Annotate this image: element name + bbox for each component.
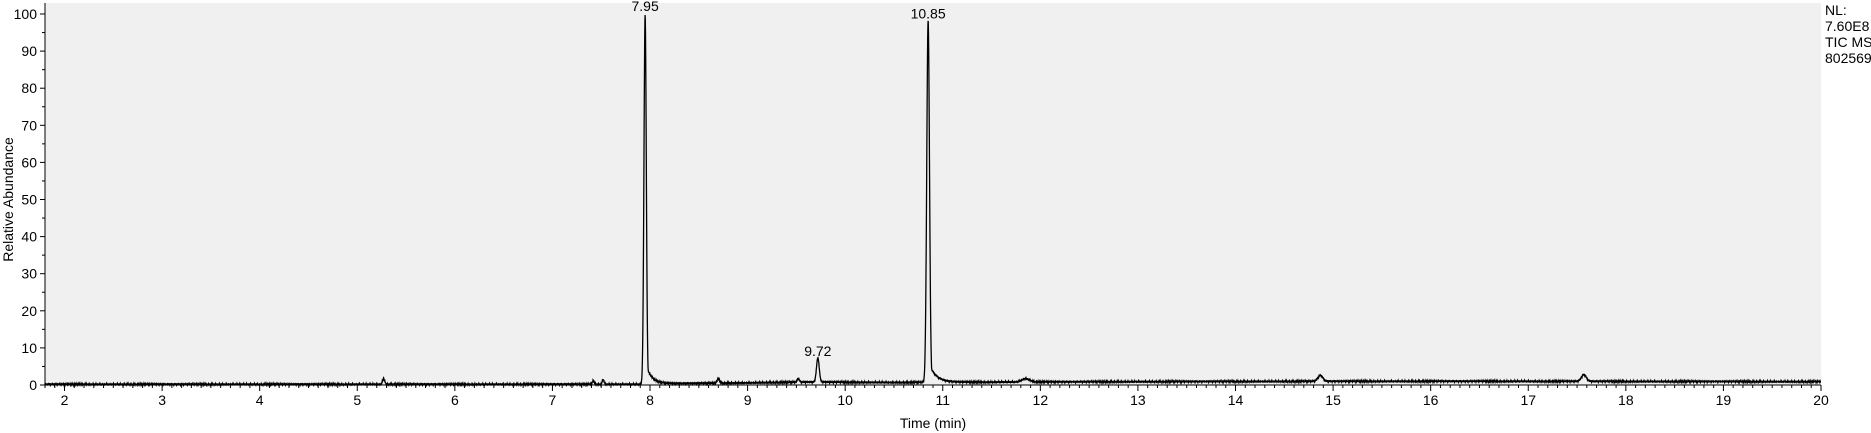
x-tick-label: 16 [1423, 392, 1439, 408]
x-axis-ticks: 2 3 4 5 6 7 8 9 10 11 12 13 14 15 16 17 18 19 20 [44, 385, 1829, 408]
x-tick-label: 2 [61, 392, 69, 408]
x-tick-label: 20 [1813, 392, 1829, 408]
x-tick-label: 15 [1325, 392, 1341, 408]
y-tick-label: 40 [21, 229, 37, 245]
tic-trace [44, 14, 1822, 388]
x-tick-label: 19 [1716, 392, 1732, 408]
x-tick-label: 8 [646, 392, 654, 408]
file-id: 802569 [1825, 50, 1871, 66]
x-tick-label: 12 [1033, 392, 1049, 408]
y-tick-label: 60 [21, 154, 37, 170]
y-axis-ticks: 0 10 20 30 40 50 60 70 80 90 100 [14, 6, 45, 393]
y-tick-label: 30 [21, 266, 37, 282]
x-tick-label: 4 [256, 392, 264, 408]
x-tick-label: 7 [549, 392, 557, 408]
x-tick-label: 5 [353, 392, 361, 408]
x-tick-label: 11 [935, 392, 950, 408]
peak-labels: 7.95 9.72 10.85 [632, 0, 946, 359]
y-tick-label: 0 [29, 377, 37, 393]
x-tick-label: 10 [837, 392, 853, 408]
nl-label: NL: [1825, 2, 1847, 18]
peak-rt-label: 10.85 [911, 5, 946, 21]
x-tick-label: 9 [744, 392, 752, 408]
x-tick-label: 6 [451, 392, 459, 408]
scan-filter: TIC MS [1825, 34, 1871, 50]
peak-rt-label: 7.95 [632, 0, 659, 14]
x-tick-label: 18 [1618, 392, 1634, 408]
x-tick-label: 3 [158, 392, 166, 408]
y-axis-title: Relative Abundance [0, 137, 16, 262]
y-tick-label: 90 [21, 43, 37, 59]
y-tick-label: 20 [21, 303, 37, 319]
y-tick-label: 80 [21, 80, 37, 96]
normalization-level-annotation: NL: 7.60E8 TIC MS 802569 [1825, 2, 1871, 66]
nl-value: 7.60E8 [1825, 18, 1870, 34]
plot-background [45, 3, 1821, 385]
y-tick-label: 10 [21, 340, 37, 356]
y-tick-label: 70 [21, 117, 37, 133]
y-tick-label: 100 [14, 6, 38, 22]
y-tick-label: 50 [21, 192, 37, 208]
x-axis-title: Time (min) [900, 415, 966, 431]
x-tick-label: 13 [1130, 392, 1146, 408]
x-tick-label: 14 [1228, 392, 1244, 408]
x-tick-label: 17 [1520, 392, 1536, 408]
peak-rt-label: 9.72 [804, 343, 831, 359]
